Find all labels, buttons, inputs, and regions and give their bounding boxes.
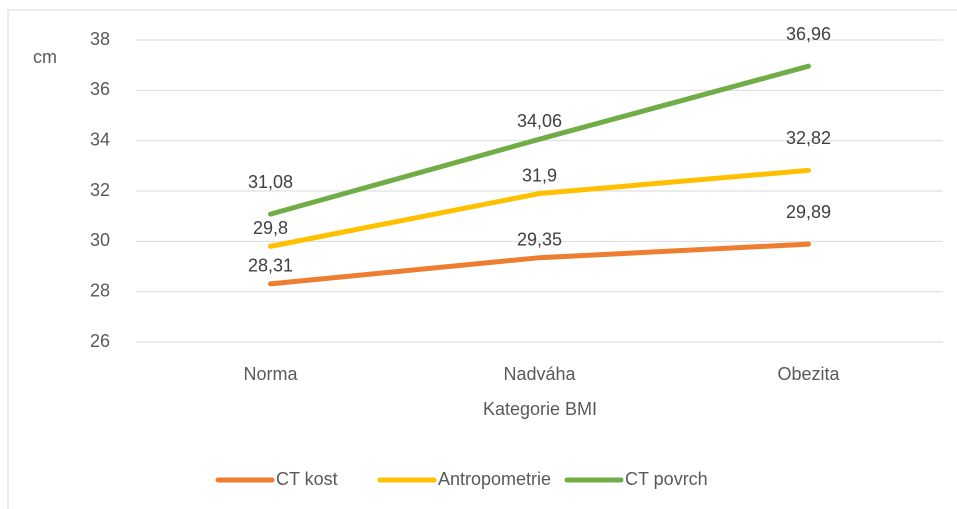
data-label: 36,96 <box>786 24 831 44</box>
data-label: 29,89 <box>786 202 831 222</box>
y-axis-title: cm <box>33 47 57 67</box>
data-label: 34,06 <box>517 111 562 131</box>
y-tick-label: 36 <box>90 79 110 99</box>
y-tick-label: 28 <box>90 280 110 300</box>
x-tick-label: Obezita <box>777 364 840 384</box>
x-axis-title: Kategorie BMI <box>483 399 597 419</box>
series-line <box>268 167 811 249</box>
data-label: 32,82 <box>786 128 831 148</box>
data-label: 28,31 <box>248 256 293 276</box>
legend-label: CT kost <box>276 469 338 489</box>
y-tick-label: 34 <box>90 129 110 149</box>
y-tick-label: 26 <box>90 331 110 351</box>
legend-label: Antropometrie <box>438 469 551 489</box>
data-label: 31,08 <box>248 172 293 192</box>
data-label: 29,8 <box>253 218 288 238</box>
y-tick-label: 30 <box>90 230 110 250</box>
data-label: 31,9 <box>522 165 557 185</box>
series-line <box>268 241 811 287</box>
chart-border <box>7 9 957 509</box>
x-tick-label: Norma <box>243 364 298 384</box>
series-line <box>268 63 811 217</box>
y-tick-label: 38 <box>90 29 110 49</box>
data-label: 29,35 <box>517 229 562 249</box>
x-tick-label: Nadváha <box>503 364 576 384</box>
y-tick-label: 32 <box>90 180 110 200</box>
legend-label: CT povrch <box>625 469 708 489</box>
